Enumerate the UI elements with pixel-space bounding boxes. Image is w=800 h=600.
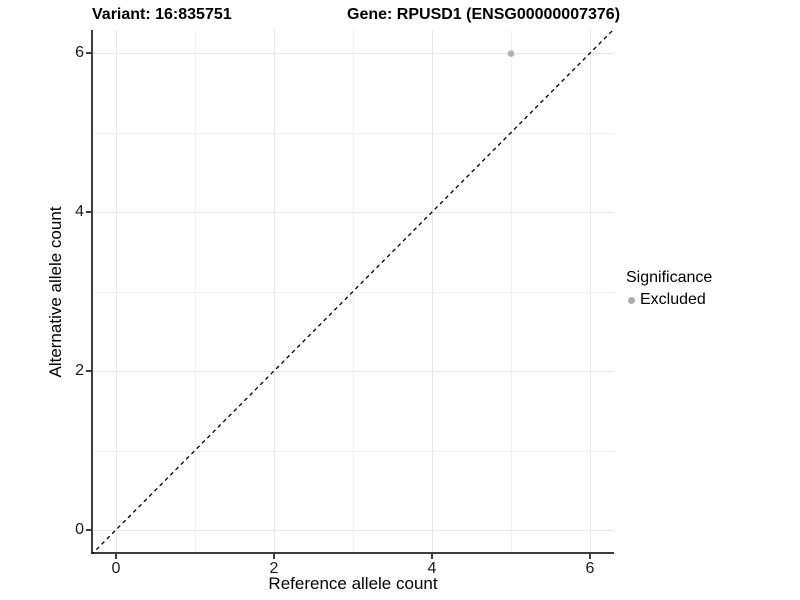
plot-panel [91, 30, 614, 554]
x-tick-2 [273, 554, 275, 559]
y-tick-2 [86, 370, 91, 372]
x-tick-label-6: 6 [585, 560, 595, 577]
identity-dashed-line [91, 30, 614, 554]
x-tick-0 [115, 554, 117, 559]
gridline-y-5 [93, 133, 614, 134]
gridline-y-1 [93, 451, 614, 452]
legend-point-icon [628, 296, 635, 304]
y-tick-label-6: 6 [75, 44, 84, 61]
legend-title: Significance [626, 269, 713, 286]
y-axis-title: Alternative allele count [46, 206, 65, 378]
gridline-y-0 [93, 530, 614, 531]
x-tick-label-2: 2 [269, 560, 279, 577]
x-tick-label-0: 0 [111, 560, 121, 577]
legend-item-excluded: Excluded [626, 291, 712, 309]
plot-title-variant: Variant: 16:835751 [92, 6, 232, 23]
gridline-y-6 [93, 53, 614, 54]
legend-point-circle [628, 296, 635, 304]
plot-title-gene: Gene: RPUSD1 (ENSG00000007376) [347, 6, 621, 23]
y-tick-label-4: 4 [75, 203, 84, 220]
x-axis-title: Reference allele count [268, 574, 438, 593]
plot-layer [91, 30, 614, 554]
data-point-excluded [507, 50, 515, 57]
y-tick-6 [86, 52, 91, 54]
y-tick-0 [86, 529, 91, 531]
y-tick-4 [86, 211, 91, 213]
gridline-y-3 [93, 292, 614, 293]
y-tick-label-2: 2 [75, 362, 84, 379]
x-tick-6 [589, 554, 591, 559]
x-tick-4 [431, 554, 433, 559]
gridline-y-2 [93, 371, 614, 372]
gridline-y-4 [93, 212, 614, 213]
legend-item-label: Excluded [640, 291, 706, 308]
legend: Significance Excluded [626, 268, 712, 309]
x-tick-label-4: 4 [427, 560, 437, 577]
y-tick-label-0: 0 [75, 521, 84, 538]
